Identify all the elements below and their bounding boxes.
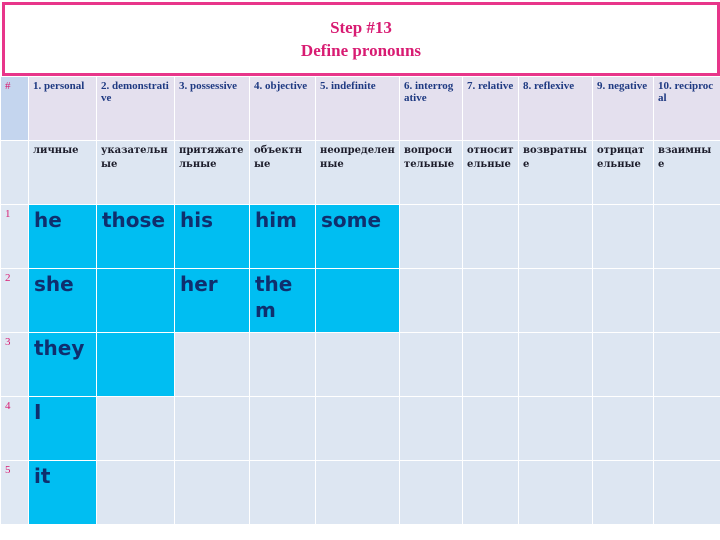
table-row: 1 he those his him some	[0, 204, 720, 269]
empty-cell	[653, 204, 720, 269]
row-number: 1	[0, 204, 29, 269]
empty-cell	[592, 396, 654, 461]
russian-interrogative: вопросительные	[399, 140, 463, 205]
empty-cell	[653, 268, 720, 333]
table-row: 2 she her them	[0, 268, 720, 333]
empty-cell	[174, 396, 250, 461]
empty-cell	[592, 204, 654, 269]
russian-reflexive: возвратные	[518, 140, 593, 205]
empty-cell	[399, 460, 463, 525]
empty-cell	[399, 396, 463, 461]
russian-indefinite: неопределенные	[315, 140, 400, 205]
pronoun-cell: some	[315, 204, 400, 269]
header-row: # 1. personal 2. demonstrative 3. posses…	[0, 76, 720, 141]
empty-cell	[653, 332, 720, 397]
pronoun-cell	[96, 332, 175, 397]
empty-cell	[518, 332, 593, 397]
empty-cell	[174, 460, 250, 525]
title-box: Step #13 Define pronouns	[2, 2, 720, 76]
pronoun-cell: them	[249, 268, 316, 333]
russian-relative: относительные	[462, 140, 519, 205]
empty-cell	[96, 460, 175, 525]
header-reflexive: 8. reflexive	[518, 76, 593, 141]
pronoun-cell: those	[96, 204, 175, 269]
empty-cell	[399, 204, 463, 269]
empty-cell	[462, 332, 519, 397]
empty-cell	[462, 460, 519, 525]
pronoun-cell: it	[28, 460, 97, 525]
empty-cell	[462, 268, 519, 333]
pronoun-cell: they	[28, 332, 97, 397]
header-negative: 9. negative	[592, 76, 654, 141]
empty-cell	[592, 332, 654, 397]
empty-cell	[315, 396, 400, 461]
header-relative: 7. relative	[462, 76, 519, 141]
empty-cell	[518, 396, 593, 461]
russian-negative: отрицательные	[592, 140, 654, 205]
russian-index-cell	[0, 140, 29, 205]
russian-objective: объектные	[249, 140, 316, 205]
pronoun-cell: he	[28, 204, 97, 269]
row-number: 5	[0, 460, 29, 525]
row-number: 4	[0, 396, 29, 461]
empty-cell	[399, 268, 463, 333]
empty-cell	[315, 332, 400, 397]
header-possessive: 3. possessive	[174, 76, 250, 141]
empty-cell	[399, 332, 463, 397]
pronoun-cell: her	[174, 268, 250, 333]
pronoun-cell: him	[249, 204, 316, 269]
empty-cell	[592, 268, 654, 333]
empty-cell	[462, 204, 519, 269]
header-demonstrative: 2. demonstrative	[96, 76, 175, 141]
empty-cell	[315, 460, 400, 525]
russian-row: личные указательные притяжательные объек…	[0, 140, 720, 205]
pronoun-cell: I	[28, 396, 97, 461]
header-personal: 1. personal	[28, 76, 97, 141]
empty-cell	[249, 460, 316, 525]
russian-reciprocal: взаимные	[653, 140, 720, 205]
pronoun-cell	[315, 268, 400, 333]
empty-cell	[518, 204, 593, 269]
row-number: 3	[0, 332, 29, 397]
table-row: 3 they	[0, 332, 720, 397]
russian-possessive: притяжательные	[174, 140, 250, 205]
header-indefinite: 5. indefinite	[315, 76, 400, 141]
pronoun-cell	[96, 268, 175, 333]
empty-cell	[518, 268, 593, 333]
index-header: #	[0, 76, 29, 141]
table-row: 4 I	[0, 396, 720, 461]
empty-cell	[174, 332, 250, 397]
step-title: Step #13	[330, 18, 392, 37]
empty-cell	[592, 460, 654, 525]
empty-cell	[249, 396, 316, 461]
row-number: 2	[0, 268, 29, 333]
header-interrogative: 6. interrogative	[399, 76, 463, 141]
empty-cell	[653, 396, 720, 461]
page-subtitle: Define pronouns	[300, 41, 422, 60]
russian-demonstrative: указательные	[96, 140, 175, 205]
empty-cell	[249, 332, 316, 397]
empty-cell	[462, 396, 519, 461]
pronoun-cell: she	[28, 268, 97, 333]
header-reciprocal: 10. reciprocal	[653, 76, 720, 141]
russian-personal: личные	[28, 140, 97, 205]
table-row: 5 it	[0, 460, 720, 525]
pronouns-table: # 1. personal 2. demonstrative 3. posses…	[0, 76, 720, 525]
header-objective: 4. objective	[249, 76, 316, 141]
empty-cell	[653, 460, 720, 525]
empty-cell	[518, 460, 593, 525]
empty-cell	[96, 396, 175, 461]
pronoun-cell: his	[174, 204, 250, 269]
